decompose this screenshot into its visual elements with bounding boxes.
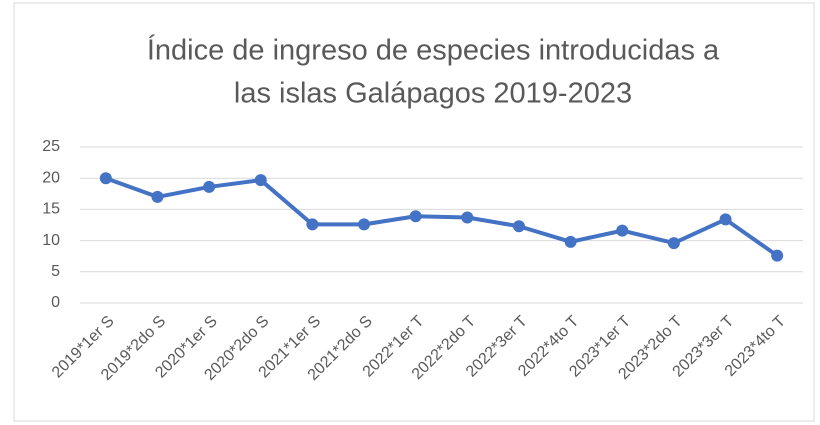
y-tick-label: 20 [42,169,60,186]
marker [409,210,422,223]
marker [616,224,629,237]
y-tick-label: 25 [42,138,60,155]
y-tick-label: 5 [51,263,60,280]
marker [254,174,267,187]
chart-title: las islas Galápagos 2019-2023 [234,78,632,110]
marker [512,220,525,233]
line [105,176,779,258]
y-tick-label: 0 [51,294,60,311]
marker [358,218,371,231]
y-tick-label: 15 [42,201,60,218]
marker [564,235,577,248]
marker [306,218,319,231]
marker [461,211,474,224]
marker [719,213,732,226]
y-tick-label: 10 [42,232,60,249]
marker [667,237,680,250]
marker [771,249,784,262]
marker [203,180,216,193]
marker [151,190,164,203]
marker [99,172,112,185]
chart-title: Índice de ingreso de especies introducid… [147,34,720,67]
